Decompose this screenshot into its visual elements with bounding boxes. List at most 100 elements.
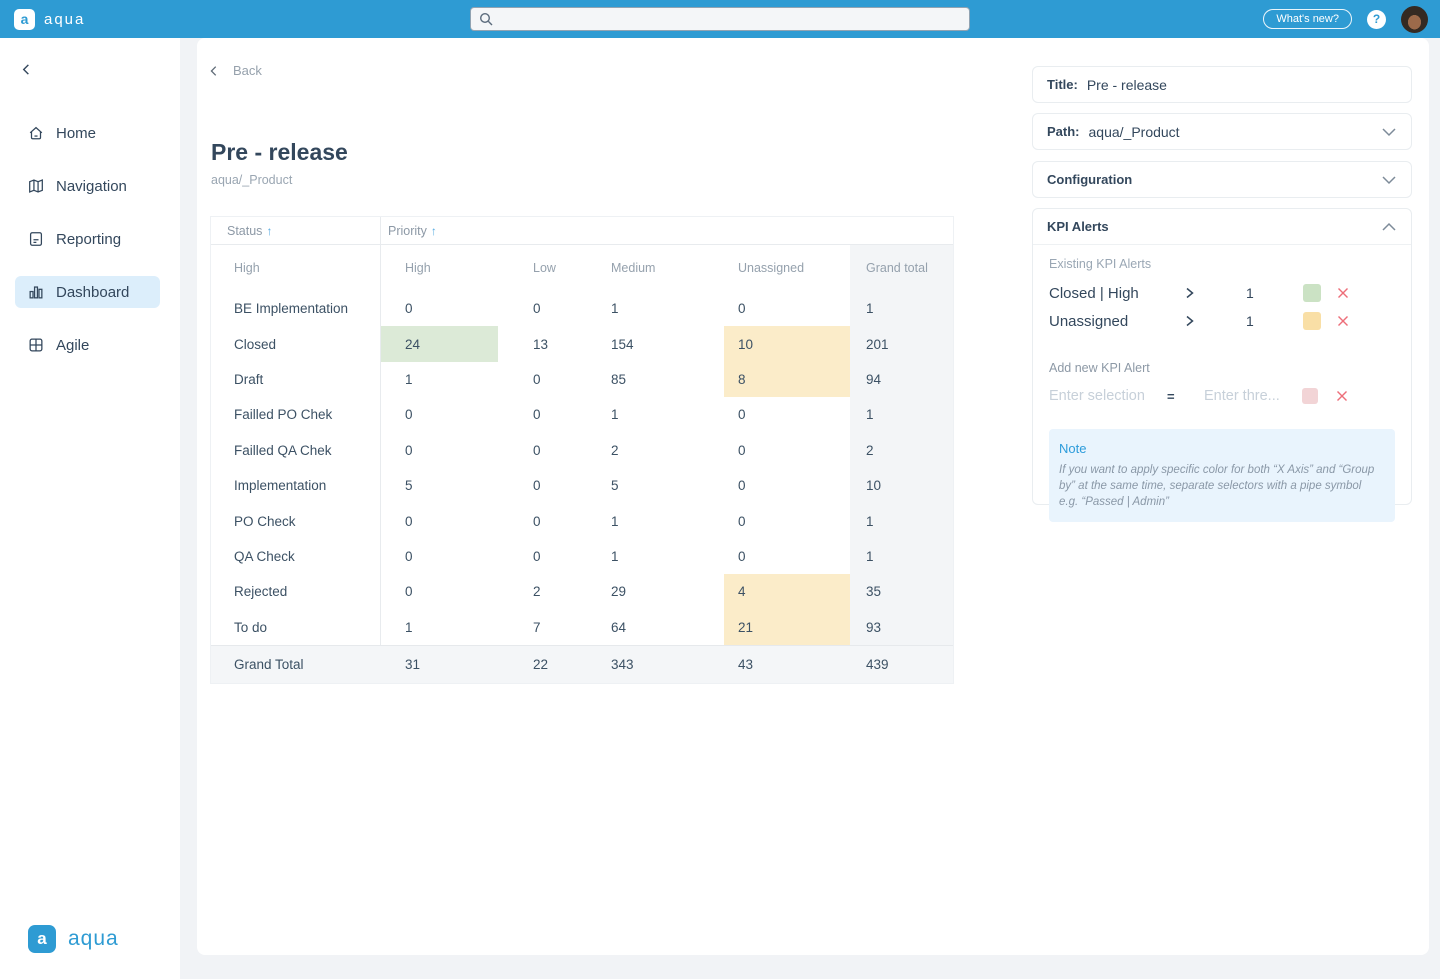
- path-value: aqua/_Product: [1088, 123, 1180, 140]
- search-input[interactable]: [500, 11, 961, 27]
- sidebar-item-label: Dashboard: [56, 283, 130, 301]
- chevron-right-icon: [1186, 287, 1194, 299]
- sidebar-item-home[interactable]: Home: [0, 117, 180, 163]
- sidebar-nav: Home Navigation Reporting Dashboard Agile: [0, 110, 180, 375]
- table-cell: 1: [611, 407, 619, 423]
- sidebar-item-reporting[interactable]: Reporting: [0, 223, 180, 269]
- table-cell: 2: [533, 584, 541, 600]
- table-cell: 0: [533, 442, 541, 458]
- search-bar[interactable]: [470, 7, 970, 31]
- sidebar: Home Navigation Reporting Dashboard Agile a …: [0, 38, 180, 979]
- back-button[interactable]: Back: [208, 63, 262, 78]
- row-label: Closed: [211, 326, 381, 362]
- close-icon: [1337, 391, 1347, 401]
- alert-selector: Unassigned: [1049, 312, 1129, 330]
- add-kpi-alert-label: Add new KPI Alert: [1049, 361, 1150, 375]
- table-cell: 85: [611, 371, 627, 387]
- selection-input[interactable]: [1049, 388, 1167, 404]
- equals-operator: =: [1167, 388, 1175, 404]
- sidebar-item-navigation[interactable]: Navigation: [0, 170, 180, 216]
- table-cell: 94: [850, 361, 953, 398]
- subheader-medium: Medium: [611, 261, 656, 275]
- table-cell: 1: [405, 371, 413, 387]
- kpi-alerts-header[interactable]: KPI Alerts: [1033, 209, 1411, 245]
- table-cell: 0: [405, 584, 413, 600]
- alert-expand-button[interactable]: [1184, 287, 1198, 299]
- whats-new-button[interactable]: What's new?: [1263, 9, 1352, 29]
- row-label: Failled PO Chek: [211, 397, 381, 433]
- note-box: Note If you want to apply specific color…: [1049, 429, 1395, 523]
- pivot-table: Status ↑ Priority ↑ High High Low Medium Una…: [210, 216, 954, 684]
- title-value[interactable]: Pre - release: [1086, 76, 1167, 93]
- table-cell: 201: [850, 326, 953, 362]
- title-label: Title:: [1047, 77, 1078, 92]
- grid-icon: [27, 336, 45, 354]
- kpi-alerts-list: Closed | High 1 Unassigned 1: [1049, 279, 1395, 335]
- table-cell: 2: [611, 442, 619, 458]
- sidebar-item-dashboard[interactable]: Dashboard: [0, 276, 180, 322]
- sort-ascending-icon: ↑: [430, 223, 437, 238]
- table-row: Failled PO Chek 0 0 1 0 1: [211, 397, 953, 433]
- table-cell: 343: [611, 656, 634, 672]
- table-cell: 1: [850, 397, 953, 433]
- subheader-high: High: [405, 261, 431, 275]
- table-cell: 1: [611, 513, 619, 529]
- table-cell: 13: [533, 336, 549, 352]
- table-body: BE Implementation 0 0 1 0 1 Closed 24 13 154 10 201…: [211, 291, 953, 645]
- table-cell: 0: [533, 478, 541, 494]
- chevron-down-icon[interactable]: [1382, 127, 1396, 136]
- table-cell: 29: [611, 584, 627, 600]
- avatar[interactable]: [1401, 5, 1428, 33]
- color-swatch[interactable]: [1303, 284, 1321, 302]
- alert-expand-button[interactable]: [1184, 315, 1198, 327]
- sidebar-item-agile[interactable]: Agile: [0, 329, 180, 375]
- table-row: Implementation 5 0 5 0 10: [211, 467, 953, 504]
- aqua-logo-icon: a: [14, 8, 35, 30]
- configuration-card[interactable]: Configuration: [1032, 161, 1412, 198]
- color-swatch[interactable]: [1302, 388, 1318, 404]
- table-row: Rejected 0 2 29 4 35: [211, 574, 953, 610]
- chevron-down-icon[interactable]: [1382, 175, 1396, 184]
- main-card: Back Pre - release aqua/_Product Status …: [197, 38, 1429, 955]
- table-cell: 1: [850, 291, 953, 327]
- column-header-status[interactable]: Status ↑: [211, 217, 381, 244]
- table-cell: 43: [738, 656, 754, 672]
- table-cell: 0: [533, 548, 541, 564]
- threshold-input[interactable]: [1204, 388, 1302, 404]
- table-cell: 0: [738, 513, 746, 529]
- remove-alert-button[interactable]: [1337, 287, 1351, 299]
- table-cell: 1: [850, 538, 953, 575]
- row-label: Rejected: [211, 574, 381, 610]
- chevron-left-icon: [22, 64, 29, 75]
- settings-panel: Title: Pre - release Path: aqua/_Product…: [1032, 66, 1412, 523]
- alert-threshold: 1: [1246, 313, 1254, 329]
- table-cell: 1: [405, 619, 413, 635]
- title-card: Title: Pre - release: [1032, 66, 1412, 103]
- table-row: Closed 24 13 154 10 201: [211, 326, 953, 362]
- path-card[interactable]: Path: aqua/_Product: [1032, 113, 1412, 150]
- remove-alert-button[interactable]: [1337, 315, 1351, 327]
- table-cell: 5: [611, 478, 619, 494]
- row-label: To do: [211, 609, 381, 645]
- sort-ascending-icon: ↑: [266, 223, 273, 238]
- note-text: If you want to apply specific color for …: [1059, 464, 1375, 509]
- remove-alert-button[interactable]: [1336, 390, 1350, 402]
- table-cell: 24: [381, 326, 498, 362]
- home-icon: [27, 124, 45, 142]
- column-header-priority[interactable]: Priority ↑: [388, 223, 437, 238]
- table-cell: 64: [611, 619, 627, 635]
- sidebar-item-label: Navigation: [56, 177, 127, 195]
- color-swatch[interactable]: [1303, 312, 1321, 330]
- chevron-up-icon[interactable]: [1382, 222, 1396, 231]
- sidebar-collapse-button[interactable]: [20, 63, 33, 76]
- table-cell: 93: [850, 609, 953, 645]
- table-row: QA Check 0 0 1 0 1: [211, 538, 953, 575]
- app-logo: a aqua: [14, 0, 85, 38]
- help-button[interactable]: ?: [1367, 9, 1386, 29]
- table-cell: 1: [611, 548, 619, 564]
- sidebar-item-label: Agile: [56, 336, 90, 354]
- map-icon: [27, 177, 45, 195]
- table-cell: 31: [405, 656, 421, 672]
- table-cell: 0: [738, 478, 746, 494]
- table-cell: 8: [724, 361, 850, 398]
